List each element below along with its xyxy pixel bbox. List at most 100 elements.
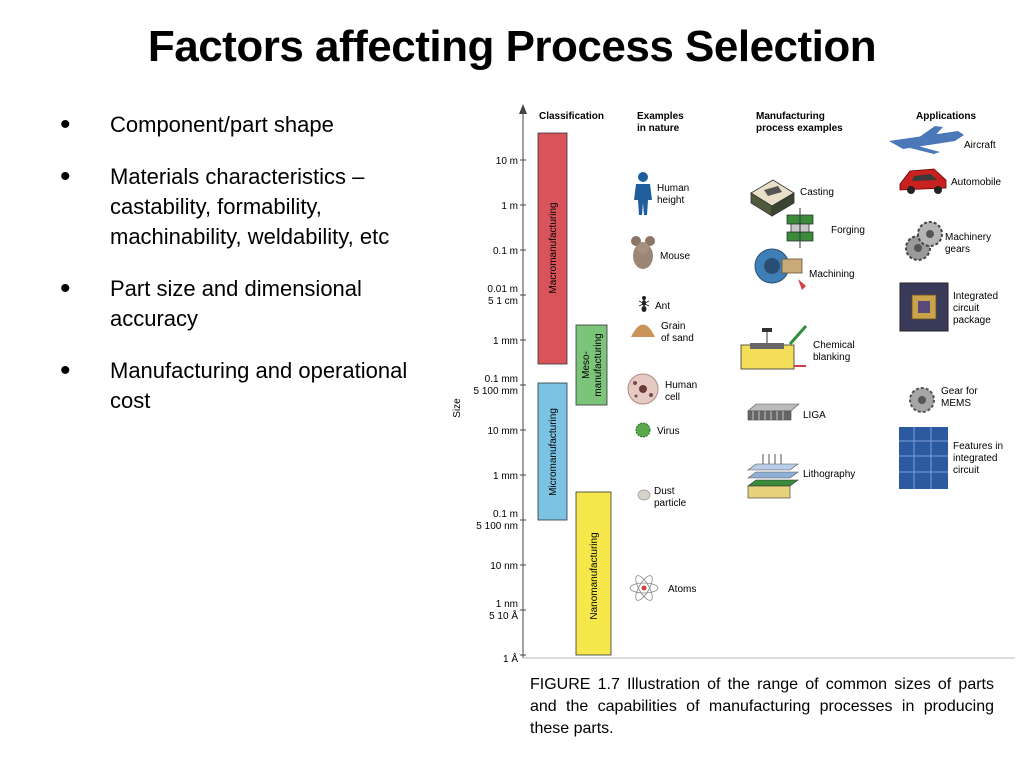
tick-label: 1 mm [493,471,518,482]
bullet-dot: • [60,160,71,193]
nature-label: Atoms [668,584,696,595]
tick-label: 10 nm [490,561,518,572]
bullet-item: • Component/part shape [60,110,450,140]
application-label-2: integrated [953,453,997,464]
application-label-2: MEMS [941,398,971,409]
header-classification: Classification [539,111,604,122]
tick-label-sub: 5 100 nm [476,521,518,532]
application-label: Gear for [941,386,978,397]
bullet-text: Manufacturing and operational cost [110,358,408,413]
axis-label: Size [452,398,463,418]
application-label-3: circuit [953,465,979,476]
header-applications: Applications [916,111,976,122]
tick-label: 10 mm [487,426,518,437]
micromanufacturing-label: Micromanufacturing [548,408,559,496]
process-label: Machining [809,269,855,280]
mouse-icon [631,236,655,269]
process-label: LIGA [803,410,826,421]
axis-arrow-icon [519,104,527,114]
atom-icon [629,575,659,601]
tick-label: 10 m [496,156,518,167]
integrated-circuit-package-icon [899,282,949,332]
ant-icon [638,296,650,312]
tick-label-sub: 5 1 cm [488,296,518,307]
header-examples: Examples [637,111,684,122]
bullet-item: • Manufacturing and operational cost [60,356,450,416]
mesomanufacturing-bar [575,324,608,406]
nature-label: Dust [654,486,675,497]
tick-label: 1 mm [493,336,518,347]
process-label-2: blanking [813,352,850,363]
virus-icon [635,422,651,438]
casting-icon [750,179,795,217]
liga-icon [747,403,800,421]
nature-label: Grain [661,321,685,332]
tick-label: 1 m [501,201,518,212]
automobile-icon [899,168,947,194]
chemical-blanking-icon [740,325,808,370]
human-icon [634,172,652,215]
application-label: Automobile [951,177,1001,188]
application-label-3: package [953,315,991,326]
bullet-text: Part size and dimensional accuracy [110,276,362,331]
process-label: Lithography [803,469,855,480]
machinery-gears-icon [905,221,943,261]
dust-particle-icon [637,489,651,501]
tick-label: 1 Å [503,652,518,665]
ic-features-icon [899,427,948,489]
bullet-dot: • [60,272,71,305]
bullet-text: Materials characteristics – castability,… [110,164,390,249]
header-process: Manufacturing [756,111,825,122]
nature-label-2: cell [665,392,680,403]
nature-label-2: height [657,195,684,206]
aircraft-icon [889,126,964,154]
bullet-dot: • [60,108,71,141]
human-cell-icon [627,373,659,405]
macromanufacturing-label: Macromanufacturing [548,202,559,293]
figure-caption: FIGURE 1.7 Illustration of the range of … [530,676,994,737]
tick-label-sub: 5 100 mm [474,386,518,397]
application-label: Machinery [945,232,991,243]
tick-label: 0.1 mm [485,374,518,385]
tick-label: 0.01 m [487,284,518,295]
tick-label-sub: 5 10 Å [489,609,518,622]
tick-label: 1 nm [496,599,518,610]
nanomanufacturing-bar [575,491,612,656]
tick-label: 0.1 m [493,246,518,257]
application-label: Integrated [953,291,998,302]
mesomanufacturing-label: Meso- [581,351,592,379]
machining-icon [754,248,806,290]
application-label: Aircraft [964,140,996,151]
process-label: Chemical [813,340,855,351]
nature-label: Virus [657,426,680,437]
bullet-text: Component/part shape [110,112,334,137]
application-label-2: gears [945,244,970,255]
forging-icon [786,208,814,248]
header-examples-2: in nature [637,123,680,134]
bullet-item: • Part size and dimensional accuracy [60,274,450,334]
application-label: Features in [953,441,1003,452]
macromanufacturing-bar [537,132,568,365]
mesomanufacturing-label-2: manufacturing [593,333,604,396]
nature-label: Human [657,183,689,194]
sand-grain-icon [631,324,655,337]
micromanufacturing-bar [537,382,568,521]
bullet-item: • Materials characteristics – castability… [60,162,450,252]
nature-label: Human [665,380,697,391]
lithography-icon [747,454,799,499]
tick-label: 0.1 m [493,509,518,520]
bullet-dot: • [60,354,71,387]
nature-label-2: particle [654,498,687,509]
bullet-list: • Component/part shape • Materials charact… [60,110,450,438]
nature-label: Ant [655,301,670,312]
application-label-2: circuit [953,303,979,314]
nature-label-2: of sand [661,333,694,344]
slide-title: Factors affecting Process Selection [147,22,877,71]
process-label: Forging [831,225,865,236]
nanomanufacturing-label: Nanomanufacturing [589,532,600,619]
mems-gear-icon [909,387,935,413]
process-label: Casting [800,187,834,198]
header-process-2: process examples [756,123,843,134]
nature-label: Mouse [660,251,690,262]
